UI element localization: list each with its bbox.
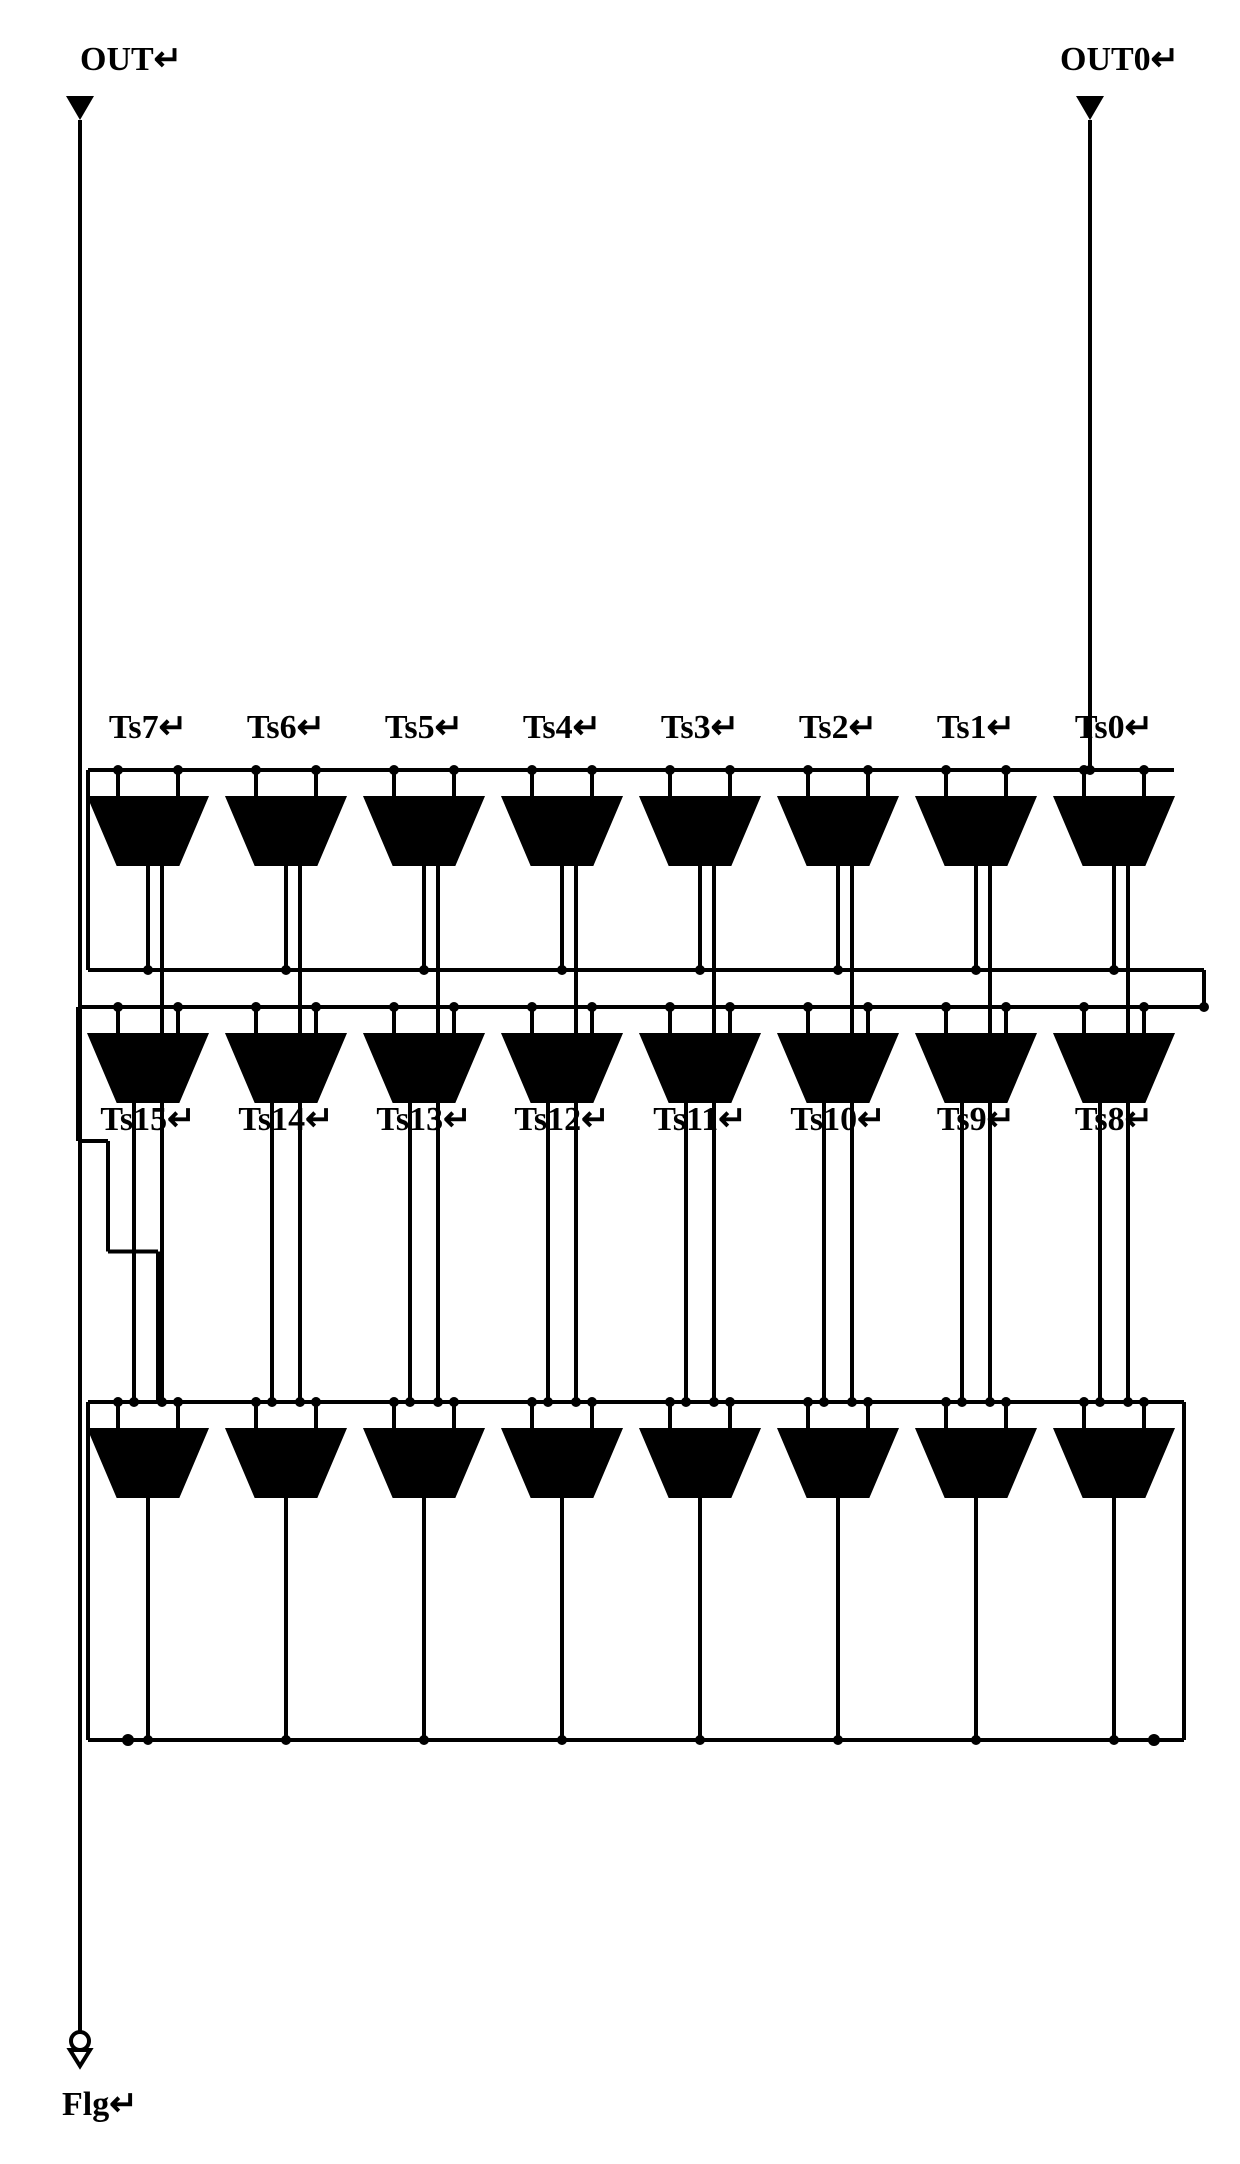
svg-text:OUT↵: OUT↵ (80, 41, 182, 78)
svg-text:OUT0↵: OUT0↵ (1060, 41, 1179, 78)
svg-text:Ts7↵: Ts7↵ (109, 709, 187, 746)
svg-text:Ts11↵: Ts11↵ (653, 1101, 746, 1138)
svg-text:Ts3↵: Ts3↵ (661, 709, 739, 746)
svg-text:Ts13↵: Ts13↵ (376, 1101, 471, 1138)
svg-text:Ts10↵: Ts10↵ (790, 1101, 885, 1138)
svg-text:Ts5↵: Ts5↵ (385, 709, 463, 746)
svg-text:Ts6↵: Ts6↵ (247, 709, 325, 746)
svg-text:Ts15↵: Ts15↵ (100, 1101, 195, 1138)
svg-text:Ts8↵: Ts8↵ (1075, 1101, 1153, 1138)
svg-text:Ts4↵: Ts4↵ (523, 709, 601, 746)
svg-text:Flg↵: Flg↵ (62, 2086, 138, 2123)
svg-text:Ts14↵: Ts14↵ (238, 1101, 333, 1138)
svg-text:Ts9↵: Ts9↵ (937, 1101, 1015, 1138)
svg-text:Ts2↵: Ts2↵ (799, 709, 877, 746)
svg-text:Ts12↵: Ts12↵ (514, 1101, 609, 1138)
svg-text:Ts0↵: Ts0↵ (1075, 709, 1153, 746)
circuit-diagram: OUT↵ OUT0↵ Ts7↵ Ts6↵ Ts5↵ Ts4↵ Ts3↵ Ts2↵ Ts1↵ Ts0… (62, 41, 1209, 2123)
svg-text:Ts1↵: Ts1↵ (937, 709, 1015, 746)
